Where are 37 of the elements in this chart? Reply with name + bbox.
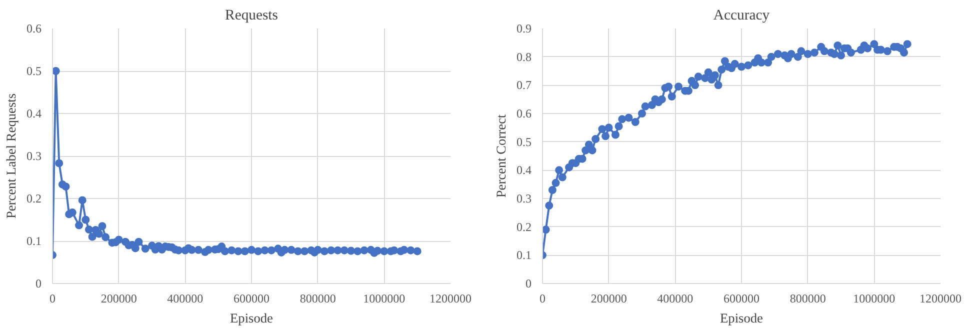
x-tick-label: 200000 (590, 292, 627, 306)
y-tick-label: 0.5 (516, 134, 532, 149)
y-tick-label: 0.4 (26, 106, 42, 120)
x-axis-title: Episode (230, 310, 274, 326)
x-tick-label: 200000 (100, 292, 137, 306)
x-tick-label: 400000 (657, 292, 694, 306)
y-tick-label: 0.1 (26, 234, 42, 248)
chart-title: Requests (225, 8, 278, 24)
y-tick-label: 0.8 (516, 50, 532, 64)
x-tick-label: 600000 (724, 292, 760, 306)
y-tick-label: 0.7 (516, 78, 532, 92)
y-axis-title: Percent Correct (494, 114, 508, 198)
x-tick-label: 1200000 (430, 292, 472, 306)
y-tick-label: 0.4 (516, 163, 532, 178)
y-tick-label: 0 (526, 276, 532, 290)
x-axis-title: Episode (720, 310, 764, 326)
y-tick-label: 0.2 (516, 220, 532, 234)
y-tick-label: 0 (36, 276, 42, 290)
y-tick-label: 0.2 (26, 192, 42, 206)
chart-title: Accuracy (713, 8, 770, 24)
x-tick-label: 800000 (300, 292, 336, 306)
x-tick-label: 1000000 (363, 292, 406, 306)
x-tick-label: 1000000 (853, 292, 896, 306)
x-tick-label: 0 (540, 292, 546, 306)
y-tick-label: 0.5 (26, 64, 42, 78)
y-tick-label: 0.3 (26, 149, 42, 163)
y-tick-label: 0.6 (516, 106, 532, 120)
x-tick-label: 1200000 (920, 292, 962, 306)
x-tick-label: 600000 (234, 292, 270, 306)
y-tick-label: 0.6 (26, 22, 42, 36)
x-tick-label: 0 (50, 292, 56, 306)
y-tick-label: 0.9 (516, 22, 532, 36)
y-tick-label: 0.3 (516, 192, 532, 206)
x-tick-label: 400000 (167, 292, 204, 306)
y-tick-label: 0.1 (516, 248, 532, 262)
x-tick-label: 800000 (790, 292, 826, 306)
y-axis-title: Percent Label Requests (4, 93, 18, 219)
